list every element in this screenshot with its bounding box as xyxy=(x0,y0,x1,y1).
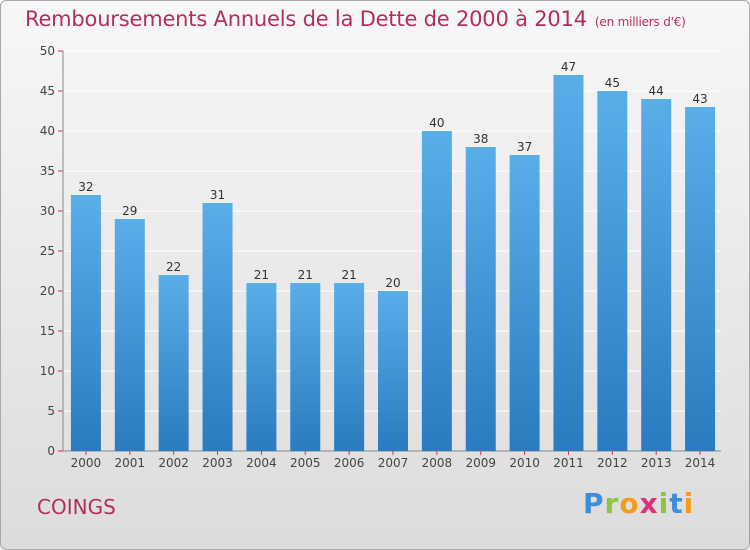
x-tick-label-2011: 2011 xyxy=(553,456,584,470)
logo-letter: o xyxy=(619,487,640,520)
y-tick-label: 35 xyxy=(40,164,55,178)
logo-letter: r xyxy=(604,487,620,520)
data-label-2004: 21 xyxy=(254,268,269,282)
data-label-2003: 31 xyxy=(210,188,225,202)
x-tick-label-2000: 2000 xyxy=(71,456,102,470)
data-label-2002: 22 xyxy=(166,260,181,274)
bar-2014 xyxy=(685,107,716,451)
bar-2011 xyxy=(553,75,584,451)
chart-title-text: Remboursements Annuels de la Dette de 20… xyxy=(25,7,587,31)
y-tick-label: 25 xyxy=(40,244,55,258)
bar-2003 xyxy=(202,203,233,451)
y-tick-label: 10 xyxy=(40,364,55,378)
x-tick-label-2008: 2008 xyxy=(422,456,453,470)
data-label-2009: 38 xyxy=(473,132,488,146)
logo-letter: i xyxy=(683,487,695,520)
x-tick-label-2004: 2004 xyxy=(246,456,277,470)
data-label-2014: 43 xyxy=(692,92,707,106)
data-label-2008: 40 xyxy=(429,116,444,130)
data-label-2006: 21 xyxy=(341,268,356,282)
bar-2005 xyxy=(290,283,321,451)
x-tick-label-2006: 2006 xyxy=(334,456,365,470)
x-tick-label-2009: 2009 xyxy=(465,456,496,470)
data-label-2000: 32 xyxy=(78,180,93,194)
x-tick-label-2003: 2003 xyxy=(202,456,233,470)
x-tick-label-2007: 2007 xyxy=(378,456,409,470)
data-label-2013: 44 xyxy=(649,84,664,98)
bar-2008 xyxy=(421,131,452,451)
data-label-2010: 37 xyxy=(517,140,532,154)
x-tick-label-2001: 2001 xyxy=(115,456,146,470)
y-tick-label: 5 xyxy=(47,404,55,418)
x-tick-label-2013: 2013 xyxy=(641,456,672,470)
logo-letter: t xyxy=(669,487,684,520)
data-label-2005: 21 xyxy=(298,268,313,282)
bar-2001 xyxy=(114,219,145,451)
x-tick-label-2002: 2002 xyxy=(158,456,189,470)
bar-2013 xyxy=(641,99,672,451)
bar-2010 xyxy=(509,155,540,451)
data-label-2012: 45 xyxy=(605,76,620,90)
data-label-2011: 47 xyxy=(561,60,576,74)
chart-title: Remboursements Annuels de la Dette de 20… xyxy=(25,7,686,31)
bar-2000 xyxy=(70,195,101,451)
y-tick-label: 30 xyxy=(40,204,55,218)
y-tick-label: 50 xyxy=(40,44,55,58)
bar-2007 xyxy=(378,291,408,451)
logo-letter: i xyxy=(658,487,670,520)
x-tick-label-2012: 2012 xyxy=(597,456,628,470)
data-label-2001: 29 xyxy=(122,204,137,218)
chart-unit: (en milliers d'€) xyxy=(594,15,686,29)
commune-name: COINGS xyxy=(37,495,116,519)
logo-letter: P xyxy=(583,487,605,520)
bar-2009 xyxy=(465,147,496,451)
bar-2006 xyxy=(334,283,365,451)
data-label-2007: 20 xyxy=(385,276,400,290)
x-tick-label-2014: 2014 xyxy=(685,456,716,470)
proxiti-logo: Proxiti xyxy=(583,487,694,520)
bar-2002 xyxy=(158,275,189,451)
y-tick-label: 15 xyxy=(40,324,55,338)
bar-2012 xyxy=(597,91,628,451)
logo-letter: x xyxy=(639,487,659,520)
y-tick-label: 20 xyxy=(40,284,55,298)
bar-2004 xyxy=(246,283,277,451)
x-tick-label-2010: 2010 xyxy=(509,456,540,470)
y-tick-label: 40 xyxy=(40,124,55,138)
y-tick-label: 0 xyxy=(47,444,55,458)
y-tick-label: 45 xyxy=(40,84,55,98)
x-tick-label-2005: 2005 xyxy=(290,456,321,470)
